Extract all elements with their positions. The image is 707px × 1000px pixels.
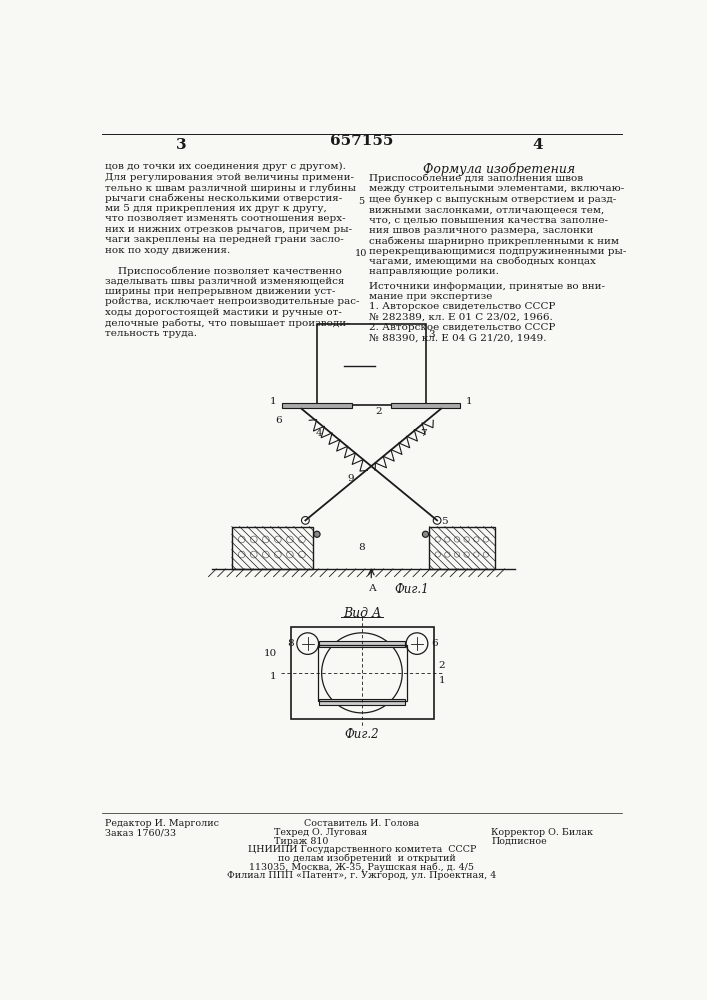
- Text: 1: 1: [270, 672, 276, 681]
- Text: 9: 9: [348, 474, 354, 483]
- Bar: [282, 403, 352, 408]
- Bar: [317, 645, 407, 701]
- Text: ЦНИИПИ Государственного комитета  СССР: ЦНИИПИ Государственного комитета СССР: [247, 845, 476, 854]
- Text: Фиг.1: Фиг.1: [395, 583, 429, 596]
- Text: тельность труда.: тельность труда.: [105, 329, 197, 338]
- Text: 7: 7: [420, 429, 427, 438]
- Text: Подписное: Подписное: [491, 837, 547, 846]
- Text: по делам изобретений  и открытий: по делам изобретений и открытий: [269, 854, 455, 863]
- Text: перекрещивающимися подпружиненными ры-: перекрещивающимися подпружиненными ры-: [369, 247, 626, 256]
- Bar: [320, 699, 404, 705]
- Text: 1: 1: [466, 397, 472, 406]
- Text: 8: 8: [287, 639, 293, 648]
- Text: 10: 10: [264, 649, 276, 658]
- Text: № 88390, кл. Е 04 G 21/20, 1949.: № 88390, кл. Е 04 G 21/20, 1949.: [369, 334, 547, 343]
- Text: Для регулирования этой величины примени-: Для регулирования этой величины примени-: [105, 173, 354, 182]
- Text: что позволяет изменять соотношения верх-: что позволяет изменять соотношения верх-: [105, 214, 346, 223]
- Circle shape: [433, 517, 441, 524]
- Text: 4: 4: [316, 429, 322, 438]
- Text: 2. Авторское свидетельство СССР: 2. Авторское свидетельство СССР: [369, 323, 555, 332]
- Text: Тираж 810: Тираж 810: [274, 837, 329, 846]
- Text: 4: 4: [532, 138, 543, 152]
- Text: Филиал ППП «Патент», г. Ужгород, ул. Проектная, 4: Филиал ППП «Патент», г. Ужгород, ул. Про…: [228, 871, 496, 880]
- Text: снабжены шарнирно прикрепленными к ним: снабжены шарнирно прикрепленными к ним: [369, 236, 619, 246]
- Text: Формула изобретения: Формула изобретения: [423, 162, 575, 176]
- Text: 3: 3: [176, 138, 187, 152]
- Text: 1: 1: [438, 676, 445, 685]
- Text: Источники информации, принятые во вни-: Источники информации, принятые во вни-: [369, 282, 605, 291]
- Text: 1: 1: [270, 397, 276, 406]
- Text: тельно к швам различной ширины и глубины: тельно к швам различной ширины и глубины: [105, 183, 356, 193]
- Circle shape: [422, 531, 428, 537]
- Circle shape: [301, 517, 309, 524]
- Text: цов до точки их соединения друг с другом).: цов до точки их соединения друг с другом…: [105, 162, 346, 171]
- Text: 3: 3: [428, 330, 434, 339]
- Text: Приспособление для заполнения швов: Приспособление для заполнения швов: [369, 174, 583, 183]
- Text: 113035, Москва, Ж-35, Раушская наб., д. 4/5: 113035, Москва, Ж-35, Раушская наб., д. …: [250, 862, 474, 872]
- Text: ния швов различного размера, заслонки: ния швов различного размера, заслонки: [369, 226, 593, 235]
- Text: между строительными элементами, включаю-: между строительными элементами, включаю-: [369, 184, 624, 193]
- Circle shape: [314, 531, 320, 537]
- Text: 5: 5: [441, 517, 448, 526]
- Text: рычаги снабжены несколькими отверстия-: рычаги снабжены несколькими отверстия-: [105, 194, 343, 203]
- Text: 657155: 657155: [330, 134, 394, 148]
- Text: 2: 2: [438, 661, 445, 670]
- Bar: [429, 527, 495, 569]
- Text: Вид А: Вид А: [343, 607, 381, 620]
- Text: 2: 2: [375, 407, 382, 416]
- Text: 8: 8: [358, 544, 365, 552]
- Text: Редактор И. Марголис: Редактор И. Марголис: [105, 819, 219, 828]
- Text: направляющие ролики.: направляющие ролики.: [369, 267, 499, 276]
- Bar: [232, 527, 313, 569]
- Text: Техред О. Луговая: Техред О. Луговая: [274, 828, 368, 837]
- Text: вижными заслонками, отличающееся тем,: вижными заслонками, отличающееся тем,: [369, 205, 604, 214]
- Text: № 282389, кл. Е 01 С 23/02, 1966.: № 282389, кл. Е 01 С 23/02, 1966.: [369, 313, 553, 322]
- Text: что, с целью повышения качества заполне-: что, с целью повышения качества заполне-: [369, 215, 608, 224]
- Text: чаги закреплены на передней грани засло-: чаги закреплены на передней грани засло-: [105, 235, 344, 244]
- Text: мание при экспертизе: мание при экспертизе: [369, 292, 492, 301]
- Text: 6: 6: [431, 639, 438, 648]
- Text: делочные работы, что повышает производи-: делочные работы, что повышает производи-: [105, 318, 350, 328]
- Text: 10: 10: [355, 249, 368, 258]
- Text: чагами, имеющими на свободных концах: чагами, имеющими на свободных концах: [369, 257, 596, 266]
- Text: 1. Авторское свидетельство СССР: 1. Авторское свидетельство СССР: [369, 302, 555, 311]
- Text: Фиг.2: Фиг.2: [344, 728, 379, 741]
- Text: заделывать швы различной изменяющейся: заделывать швы различной изменяющейся: [105, 277, 345, 286]
- Text: Заказ 1760/33: Заказ 1760/33: [105, 828, 177, 837]
- Text: 6: 6: [276, 416, 282, 425]
- Bar: [317, 324, 426, 405]
- Text: ширины при непрерывном движении уст-: ширины при непрерывном движении уст-: [105, 287, 336, 296]
- Text: Приспособление позволяет качественно: Приспособление позволяет качественно: [105, 266, 342, 276]
- Text: них и нижних отрезков рычагов, причем ры-: них и нижних отрезков рычагов, причем ры…: [105, 225, 353, 234]
- Text: Составитель И. Голова: Составитель И. Голова: [304, 819, 419, 828]
- Text: Корректор О. Билак: Корректор О. Билак: [491, 828, 593, 837]
- Text: ми 5 для прикрепления их друг к другу,: ми 5 для прикрепления их друг к другу,: [105, 204, 327, 213]
- Bar: [320, 641, 404, 647]
- Text: нок по ходу движения.: нок по ходу движения.: [105, 246, 230, 255]
- Bar: [291, 627, 434, 719]
- Text: ройства, исключает непроизводительные рас-: ройства, исключает непроизводительные ра…: [105, 297, 360, 306]
- Text: А: А: [369, 584, 377, 593]
- Text: щее бункер с выпускным отверстием и разд-: щее бункер с выпускным отверстием и разд…: [369, 195, 617, 204]
- Bar: [391, 403, 460, 408]
- Text: ходы дорогостоящей мастики и ручные от-: ходы дорогостоящей мастики и ручные от-: [105, 308, 342, 317]
- Text: 5: 5: [358, 197, 364, 206]
